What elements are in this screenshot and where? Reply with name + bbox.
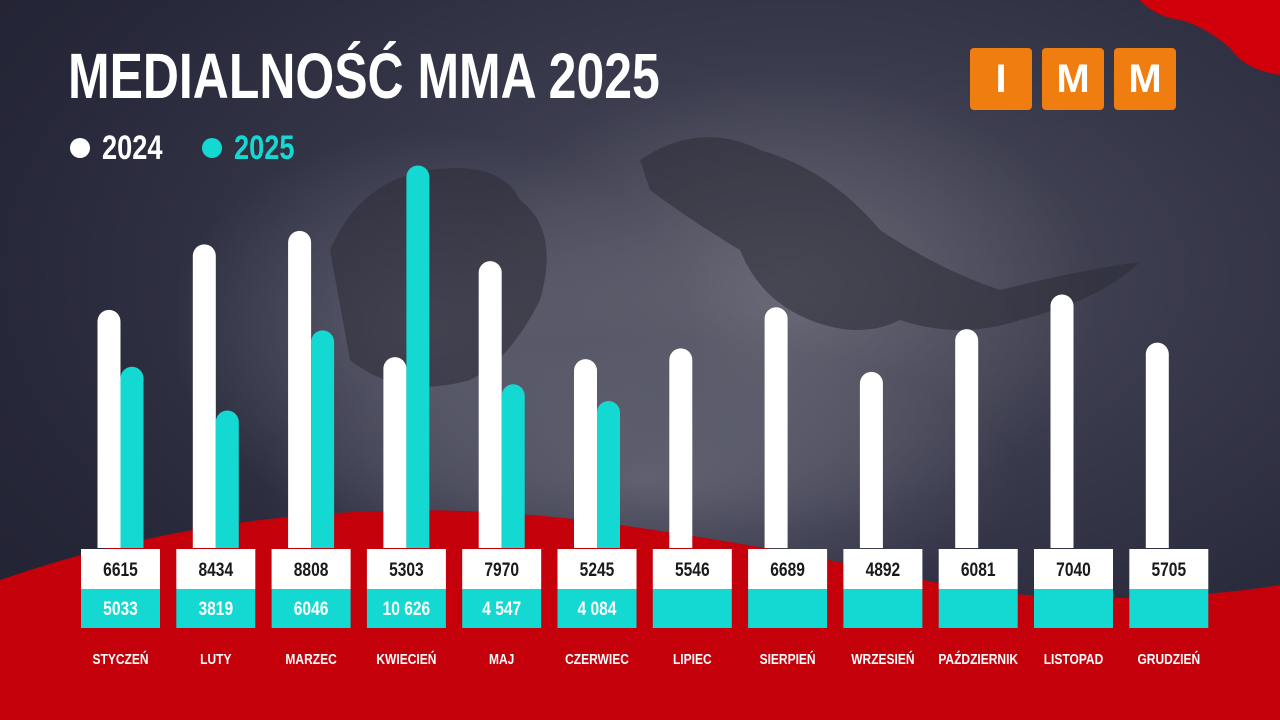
x-tick-label: LIPIEC [673,651,712,668]
value-box-2025 [271,589,351,628]
x-tick-label: MARZEC [285,651,336,668]
value-box-2025 [652,589,732,628]
red-wave-top-right [1140,0,1280,75]
data-label-2025: 4 084 [578,598,617,620]
data-label-2024: 7970 [484,559,519,581]
value-box-2024 [271,549,351,589]
data-label-2024: 8808 [294,559,329,581]
data-label-2024: 6689 [770,559,805,581]
bar-2024 [478,261,502,548]
data-label-2024: 4892 [866,559,901,581]
value-box-2025 [843,589,923,628]
value-box-2024 [843,549,923,589]
data-label-2024: 6081 [961,559,996,581]
x-tick-label: SIERPIEŃ [760,651,816,668]
fighter-silhouette [640,137,1140,330]
bar-2024 [859,371,883,548]
data-label-2024: 5546 [675,559,710,581]
bar-2024 [288,230,312,548]
data-label-2025: 6046 [294,598,329,620]
value-box-2025 [748,589,828,628]
value-box-2025 [1034,589,1113,628]
legend-label-2024: 2024 [102,129,163,167]
legend-item-2024: 2024 [70,128,178,168]
bar-2025 [406,165,430,548]
data-label-2025: 5033 [103,598,138,620]
data-label-2024: 5705 [1151,559,1186,581]
value-box-2025 [557,589,637,628]
value-box-2024 [652,549,732,589]
value-box-2025 [1129,589,1209,628]
bar-2024 [764,307,788,548]
legend-swatch-2025 [202,138,222,158]
value-box-2024 [176,549,256,589]
x-tick-label: CZERWIEC [565,651,629,668]
value-box-2025 [366,589,446,628]
bar-2024 [1145,342,1169,548]
data-label-2024: 5245 [580,559,615,581]
logo-letter: M [1114,48,1176,110]
bar-2024 [192,244,216,548]
chart-title: MEDIALNOŚĆ MMA 2025 [68,40,660,112]
data-label-2024: 7040 [1056,559,1091,581]
bar-2025 [311,330,335,548]
data-label-2024: 6615 [103,559,138,581]
legend-swatch-2024 [70,138,90,158]
value-box-2024 [1034,549,1113,589]
x-tick-label: PAŹDZIERNIK [938,651,1018,668]
logo-letter: M [1042,48,1104,110]
value-box-2024 [748,549,828,589]
bar-2024 [955,329,979,548]
value-box-2024 [557,549,637,589]
x-tick-label: MAJ [489,651,514,668]
legend-item-2025: 2025 [202,128,310,168]
value-box-2024 [366,549,446,589]
data-label-2025: 3819 [198,598,233,620]
bar-2024 [97,309,121,548]
imm-logo: I M M [970,48,1178,110]
logo-letter: I [970,48,1032,110]
x-tick-label: LISTOPAD [1044,651,1104,668]
value-box-2024 [1129,549,1209,589]
bar-2024 [669,348,693,548]
bar-2024 [1050,294,1074,548]
x-tick-label: KWIECIEŃ [376,651,436,668]
data-label-2024: 8434 [198,559,233,581]
bar-2025 [501,384,525,548]
data-label-2025: 4 547 [482,598,521,620]
x-tick-label: LUTY [200,651,231,668]
bar-2025 [597,400,620,548]
value-box-2025 [462,589,542,628]
x-tick-label: WRZESIEŃ [851,651,914,668]
data-label-2025: 10 626 [383,598,431,620]
value-box-2025 [81,589,160,628]
value-box-2024 [462,549,542,589]
legend-label-2025: 2025 [234,129,295,167]
bar-2024 [383,357,407,548]
value-box-2024 [938,549,1018,589]
value-box-2025 [176,589,256,628]
bar-2025 [215,410,239,548]
value-box-2024 [81,549,160,589]
x-tick-label: STYCZEŃ [93,651,149,668]
bar-2024 [574,359,597,548]
value-box-2025 [938,589,1018,628]
bar-2025 [120,366,144,548]
x-tick-label: GRUDZIEŃ [1137,651,1200,668]
data-label-2024: 5303 [389,559,424,581]
